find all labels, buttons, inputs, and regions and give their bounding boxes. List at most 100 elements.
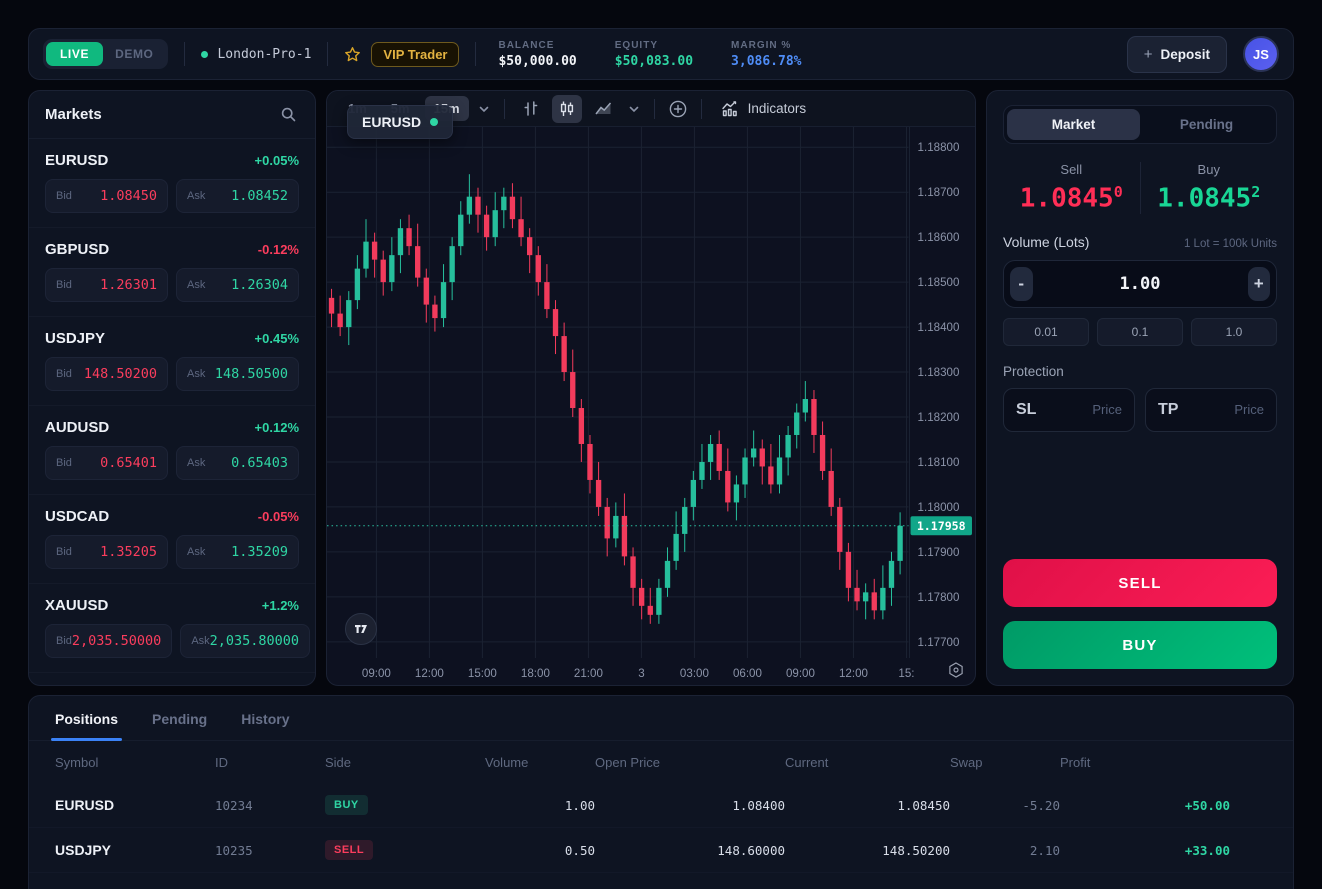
take-profit-input[interactable] bbox=[1204, 402, 1264, 418]
ask-quote-button[interactable]: Ask 2,035.80000 bbox=[180, 624, 311, 658]
volume-input[interactable] bbox=[1032, 273, 1248, 294]
ask-label: Ask bbox=[187, 190, 206, 202]
ask-value: 0.65403 bbox=[231, 455, 288, 471]
deposit-button[interactable]: + Deposit bbox=[1126, 35, 1227, 73]
positions-tab[interactable]: History bbox=[227, 696, 303, 740]
live-price-dot bbox=[430, 118, 439, 126]
positions-panel: Positions Pending History Symbol ID Side… bbox=[28, 695, 1294, 889]
market-list-item[interactable]: AUDUSD +0.12% Bid 0.65401 Ask 0.65403 bbox=[29, 406, 315, 495]
svg-text:1.17900: 1.17900 bbox=[918, 547, 960, 559]
account-selector[interactable]: London-Pro-1 bbox=[201, 47, 311, 62]
positions-table-header: Symbol ID Side Volume Open Price Current… bbox=[29, 741, 1293, 783]
user-avatar[interactable]: JS bbox=[1243, 36, 1279, 72]
ask-quote-button[interactable]: Ask 1.26304 bbox=[176, 268, 299, 302]
svg-text:09:00: 09:00 bbox=[786, 668, 815, 680]
volume-decrease-button[interactable]: - bbox=[1010, 266, 1033, 301]
chart-type-dropdown-button[interactable] bbox=[625, 100, 643, 118]
market-list-item[interactable]: GBPUSD -0.12% Bid 1.26301 Ask 1.26304 bbox=[29, 228, 315, 317]
vip-status: VIP Trader bbox=[344, 41, 460, 67]
timeframe-dropdown-button[interactable] bbox=[475, 100, 493, 118]
equity-stat: EQUITY $50,083.00 bbox=[615, 40, 693, 69]
sell-quote[interactable]: Sell 1.08450 bbox=[1003, 162, 1140, 214]
sell-price: 1.08450 bbox=[1019, 183, 1123, 214]
market-list-item[interactable]: EURUSD +0.05% Bid 1.08450 Ask 1.08452 bbox=[29, 139, 315, 228]
bid-value: 0.65401 bbox=[100, 455, 157, 471]
candlestick-chart-type-button[interactable] bbox=[551, 94, 582, 123]
ask-quote-button[interactable]: Ask 148.50500 bbox=[176, 357, 299, 391]
add-symbol-button[interactable] bbox=[666, 97, 690, 121]
plus-icon: + bbox=[1143, 45, 1153, 63]
bid-quote-button[interactable]: Bid 1.08450 bbox=[45, 179, 168, 213]
demo-mode-button[interactable]: DEMO bbox=[103, 42, 165, 66]
position-open-price: 1.08400 bbox=[732, 797, 785, 813]
order-type-tabs: Market Pending bbox=[1003, 105, 1277, 144]
vip-badge: VIP Trader bbox=[371, 41, 460, 67]
bid-quote-button[interactable]: Bid 0.65401 bbox=[45, 446, 168, 480]
chart-symbol-badge[interactable]: EURUSD bbox=[347, 105, 454, 139]
position-id: 10235 bbox=[215, 842, 253, 858]
account-stats: BALANCE $50,000.00 EQUITY $50,083.00 MAR… bbox=[498, 40, 801, 69]
bid-quote-button[interactable]: Bid 1.35205 bbox=[45, 535, 168, 569]
positions-tab[interactable]: Positions bbox=[41, 696, 132, 741]
take-profit-field[interactable]: TP bbox=[1145, 387, 1277, 432]
position-row[interactable]: EURUSD 10234 BUY 1.00 1.08400 1.08450 -5… bbox=[29, 783, 1293, 828]
markets-title: Markets bbox=[45, 106, 102, 123]
online-status-dot bbox=[201, 50, 209, 58]
ask-value: 1.26304 bbox=[231, 277, 288, 293]
markets-sidebar: Markets EURUSD +0.05% bbox=[28, 90, 316, 686]
indicators-button[interactable]: Indicators bbox=[713, 95, 815, 122]
market-change: +0.05% bbox=[254, 153, 299, 168]
ask-quote-button[interactable]: Ask 1.35209 bbox=[176, 535, 299, 569]
protection-label: Protection bbox=[1003, 363, 1064, 379]
buy-button[interactable]: BUY bbox=[1003, 621, 1277, 669]
column-header: Current bbox=[785, 754, 829, 770]
svg-text:03:00: 03:00 bbox=[680, 668, 709, 680]
margin-label: MARGIN % bbox=[731, 39, 792, 51]
bid-value: 2,035.50000 bbox=[71, 633, 162, 649]
volume-preset-button[interactable]: 1.0 bbox=[1191, 317, 1277, 346]
account-name: London-Pro-1 bbox=[217, 46, 312, 62]
market-list-item[interactable]: USDCAD -0.05% Bid 1.35205 Ask 1.35209 bbox=[29, 495, 315, 584]
svg-text:1.18100: 1.18100 bbox=[918, 457, 960, 469]
search-icon bbox=[281, 107, 296, 122]
order-type-tab[interactable]: Pending bbox=[1140, 109, 1273, 140]
position-row[interactable]: USDJPY 10235 SELL 0.50 148.60000 148.502… bbox=[29, 828, 1293, 873]
bid-quote-button[interactable]: Bid 1.26301 bbox=[45, 268, 168, 302]
bid-quote-button[interactable]: Bid 2,035.50000 bbox=[45, 624, 173, 658]
bar-chart-type-button[interactable] bbox=[516, 95, 546, 123]
positions-tab[interactable]: Pending bbox=[138, 696, 221, 740]
bid-quote-button[interactable]: Bid 148.50200 bbox=[45, 357, 168, 391]
market-symbol: USDCAD bbox=[45, 508, 110, 525]
quote-header: Sell 1.08450 Buy 1.08452 bbox=[1003, 162, 1277, 214]
ask-quote-button[interactable]: Ask 0.65403 bbox=[176, 446, 299, 480]
markets-header: Markets bbox=[29, 91, 315, 139]
buy-quote[interactable]: Buy 1.08452 bbox=[1139, 162, 1278, 214]
svg-text:09:00: 09:00 bbox=[362, 668, 391, 680]
chevron-down-icon bbox=[629, 106, 638, 112]
protection-fields: SL TP bbox=[1003, 387, 1277, 432]
svg-text:15:00: 15:00 bbox=[468, 668, 497, 680]
market-change: +0.12% bbox=[254, 420, 299, 435]
volume-increase-button[interactable]: + bbox=[1247, 266, 1270, 301]
market-list-item[interactable]: USDJPY +0.45% Bid 148.50200 Ask 148.5050… bbox=[29, 317, 315, 406]
column-header: Swap bbox=[950, 754, 983, 770]
market-change: -0.12% bbox=[257, 242, 299, 257]
sell-button[interactable]: SELL bbox=[1003, 559, 1277, 607]
market-list-item[interactable]: XAUUSD +1.2% Bid 2,035.50000 Ask 2,035.8… bbox=[29, 584, 315, 673]
volume-preset-button[interactable]: 0.01 bbox=[1003, 317, 1089, 346]
position-side: SELL bbox=[325, 840, 485, 860]
stop-loss-field[interactable]: SL bbox=[1003, 387, 1135, 432]
search-button[interactable] bbox=[278, 104, 299, 125]
live-mode-button[interactable]: LIVE bbox=[46, 42, 104, 66]
order-type-tab[interactable]: Market bbox=[1007, 109, 1140, 140]
ask-quote-button[interactable]: Ask 1.08452 bbox=[176, 179, 299, 213]
chart-settings-button[interactable] bbox=[947, 661, 965, 679]
price-chart[interactable]: 1.18800 1.18700 1.18600 1.18500 1.18400 1.183… bbox=[327, 127, 975, 685]
ask-value: 1.35209 bbox=[231, 544, 288, 560]
bar-chart-type-icon bbox=[524, 100, 537, 116]
volume-preset-button[interactable]: 0.1 bbox=[1097, 317, 1183, 346]
area-chart-type-button[interactable] bbox=[588, 95, 619, 123]
svg-text:21:00: 21:00 bbox=[574, 668, 603, 680]
stop-loss-input[interactable] bbox=[1062, 402, 1122, 418]
bid-value: 1.26301 bbox=[100, 277, 157, 293]
